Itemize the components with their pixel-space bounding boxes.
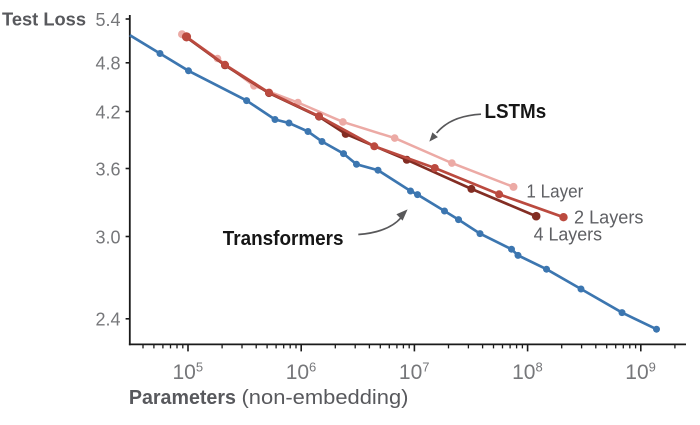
svg-text:2.4: 2.4 [95, 310, 120, 330]
svg-text:2 Layers: 2 Layers [574, 208, 643, 228]
svg-text:108: 108 [512, 360, 543, 385]
svg-text:Transformers: Transformers [223, 228, 344, 250]
svg-text:3.0: 3.0 [95, 227, 120, 247]
svg-text:4.8: 4.8 [95, 54, 120, 74]
svg-text:5.4: 5.4 [95, 10, 120, 30]
svg-text:Test Loss: Test Loss [2, 10, 86, 30]
svg-text:4 Layers: 4 Layers [534, 225, 602, 245]
svg-text:LSTMs: LSTMs [485, 101, 547, 123]
svg-text:4.2: 4.2 [95, 102, 120, 122]
svg-text:Parameters: Parameters [129, 387, 236, 409]
svg-text:3.6: 3.6 [95, 159, 120, 179]
svg-text:(non-embedding): (non-embedding) [242, 387, 409, 409]
svg-text:1 Layer: 1 Layer [526, 182, 583, 202]
